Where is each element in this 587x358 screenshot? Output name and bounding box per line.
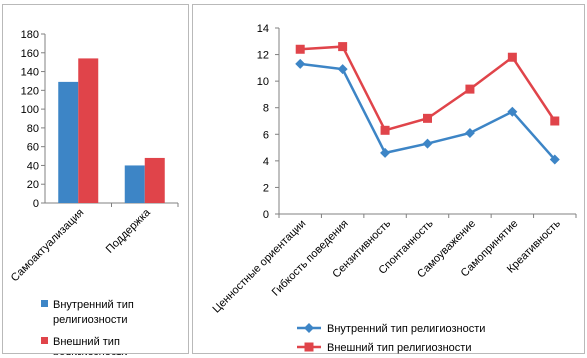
data-point-square [338, 42, 348, 52]
y-tick-label: 0 [33, 198, 39, 210]
y-tick-label: 120 [21, 85, 39, 97]
y-tick-label: 2 [263, 182, 269, 194]
y-tick-label: 6 [263, 129, 269, 141]
data-point-square [423, 113, 432, 123]
y-tick-label: 180 [21, 29, 39, 41]
data-point-diamond [337, 64, 348, 75]
legend-label: Внешний тип религиозности [327, 342, 471, 354]
y-tick-label: 80 [27, 123, 39, 135]
data-point-square [380, 125, 390, 135]
legend-marker-diamond [304, 323, 314, 333]
legend-marker-square [304, 342, 314, 352]
y-tick-label: 160 [21, 48, 39, 60]
legend-label-line: Внешний тип [53, 336, 120, 348]
x-tick-label: Гибкость поведения [270, 218, 351, 299]
bar [124, 165, 145, 203]
data-point-diamond [422, 138, 433, 149]
bar-chart-panel: 0 20 40 60 80 100 120 140 160 180 Самоактуализация… [2, 4, 189, 355]
y-tick-label: 140 [21, 67, 39, 79]
data-point-square [465, 84, 475, 94]
data-point-diamond [380, 147, 391, 158]
line-chart-panel: 0 2 4 6 8 10 12 14 Ценностные ориентации Гибкость… [192, 4, 585, 354]
legend-label-line: Внутренний тип [53, 299, 134, 311]
y-tick-label: 60 [27, 142, 39, 154]
y-tick-label: 20 [27, 179, 39, 191]
legend-swatch [41, 300, 48, 307]
data-point-diamond [464, 127, 475, 138]
legend-label-line: религиозности [53, 314, 128, 326]
y-tick-label: 12 [257, 50, 269, 62]
y-tick-label: 0 [263, 209, 269, 221]
legend-swatch [41, 337, 48, 344]
y-tick-label: 4 [263, 156, 269, 168]
legend-label: Внутренний тип религиозности [327, 323, 485, 335]
bar [58, 81, 79, 203]
x-tick-label: Поддержка [104, 206, 154, 256]
y-tick-label: 100 [21, 104, 39, 116]
data-point-square [550, 116, 560, 126]
data-point-diamond [295, 58, 306, 69]
legend-label-line: религиозности [53, 351, 128, 355]
legend-label: Внутренний тип религиозности [53, 299, 134, 326]
y-tick-label: 14 [257, 23, 269, 35]
data-point-diamond [549, 154, 560, 165]
data-point-square [507, 52, 517, 62]
legend-label: Внешний тип религиозности [53, 336, 128, 355]
y-tick-label: 10 [257, 76, 269, 88]
bar-chart: 0 20 40 60 80 100 120 140 160 180 Самоактуализация… [9, 29, 179, 355]
x-tick-label: Самоактуализация [9, 207, 87, 285]
bar [144, 157, 165, 203]
data-point-diamond [507, 106, 518, 117]
y-tick-label: 8 [263, 103, 269, 115]
y-tick-label: 40 [27, 160, 39, 172]
data-point-square [295, 44, 305, 54]
bar [78, 58, 99, 204]
